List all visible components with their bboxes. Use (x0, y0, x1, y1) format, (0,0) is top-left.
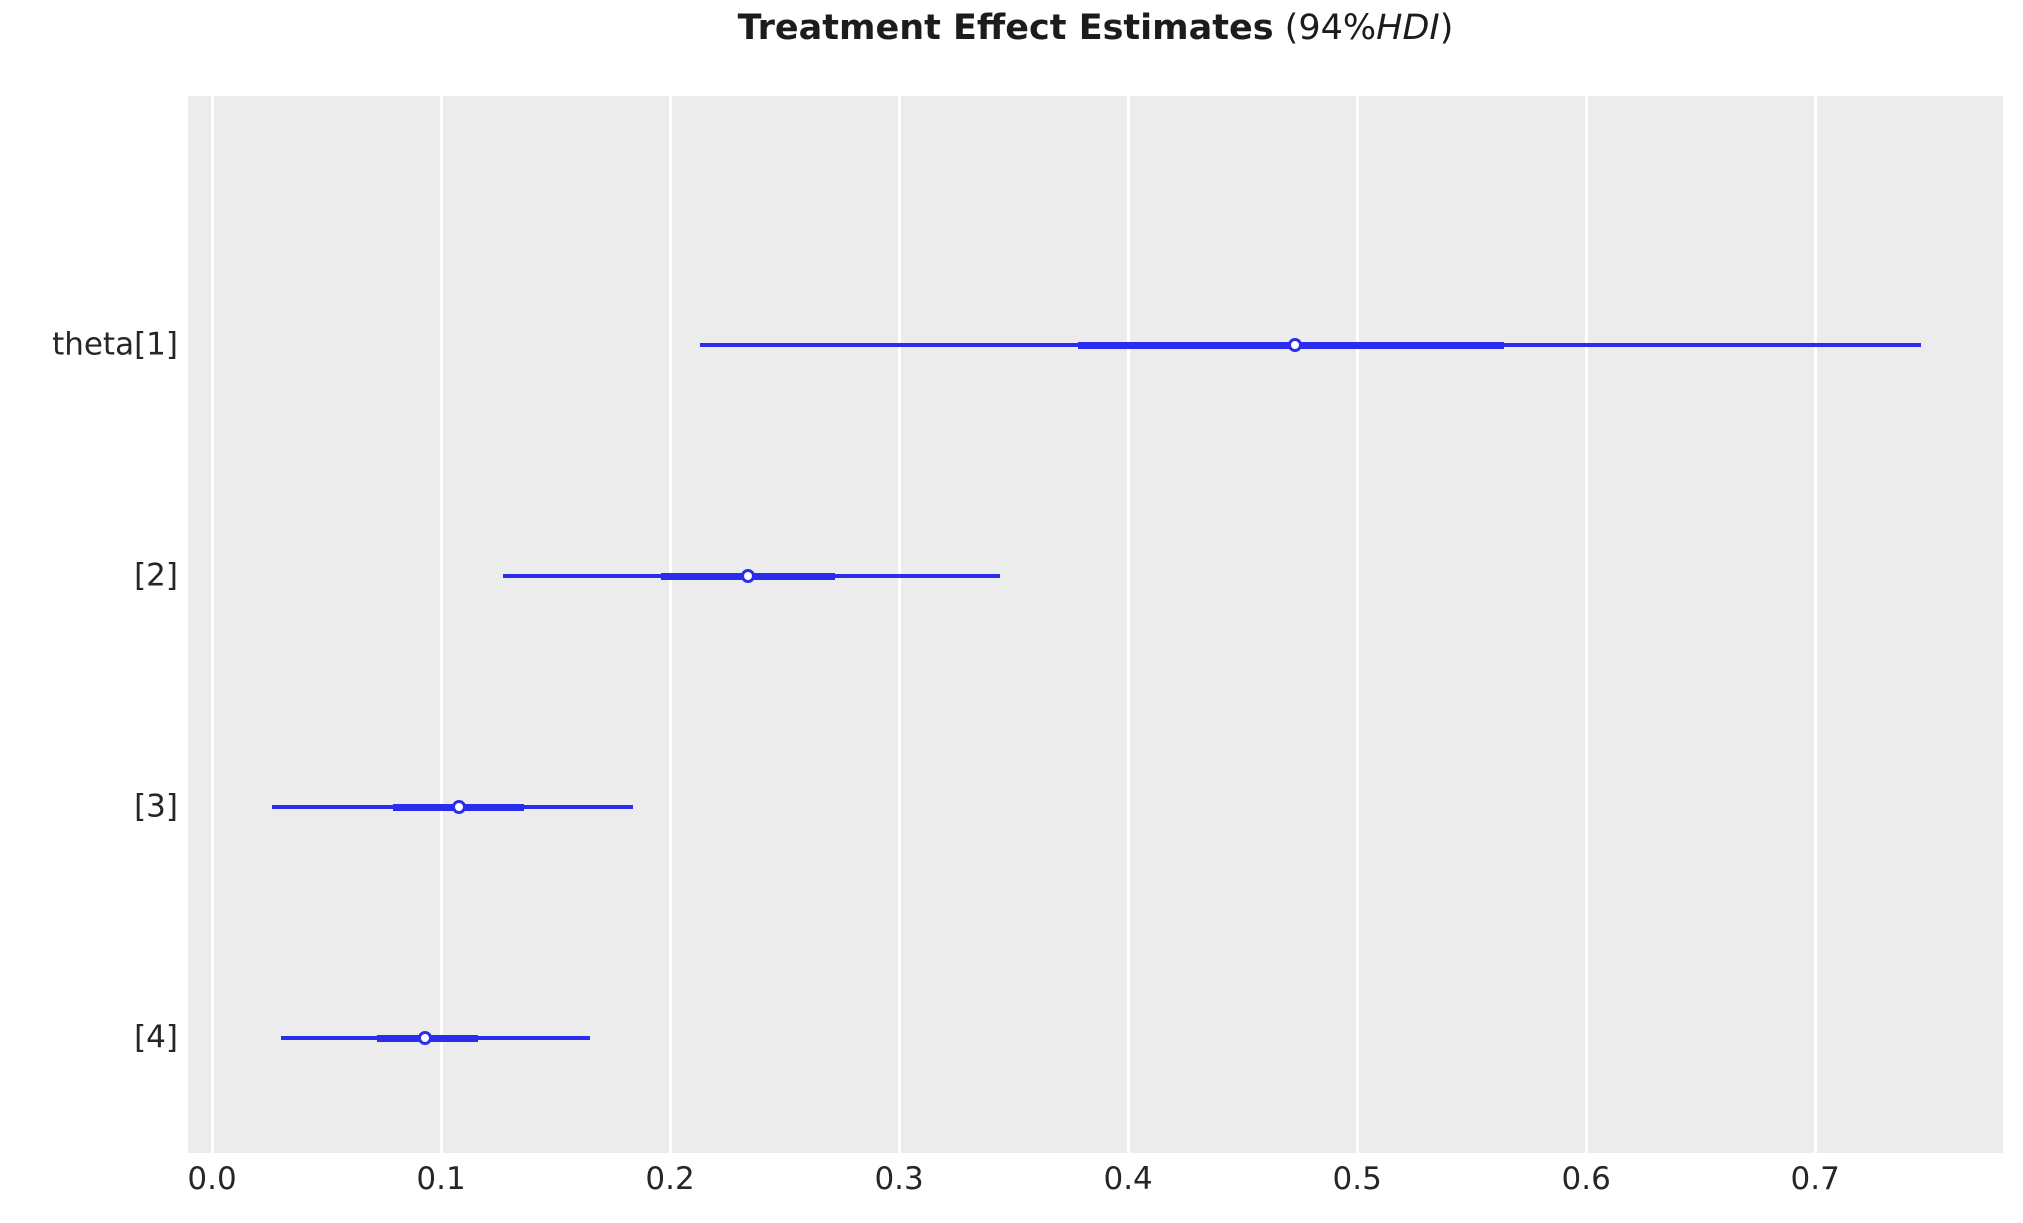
chart-title-main: Treatment Effect Estimates (737, 8, 1274, 48)
median-marker-[2] (740, 569, 755, 583)
gridline-x-0.6 (1584, 96, 1588, 1153)
gridline-x-0.0 (210, 96, 214, 1153)
x-tick-label-0.0: 0.0 (187, 1161, 237, 1197)
chart-title-paren-open: (94% (1273, 8, 1377, 48)
y-label-[3]: [3] (134, 788, 178, 825)
gridline-x-0.2 (668, 96, 672, 1153)
gridline-x-0.1 (439, 96, 443, 1153)
plot-area (188, 96, 2003, 1153)
chart-title: Treatment Effect Estimates (94%HDI) (188, 8, 2003, 48)
x-tick-label-0.7: 0.7 (1790, 1161, 1840, 1197)
x-tick-label-0.5: 0.5 (1332, 1161, 1382, 1197)
y-label-[4]: [4] (134, 1019, 178, 1056)
y-label-[2]: [2] (134, 557, 178, 594)
gridline-x-0.4 (1126, 96, 1130, 1153)
gridline-x-0.7 (1813, 96, 1817, 1153)
x-tick-label-0.3: 0.3 (874, 1161, 924, 1197)
y-label-theta[1]: theta[1] (52, 326, 178, 363)
x-tick-label-0.2: 0.2 (645, 1161, 695, 1197)
chart-title-hdi: HDI (1376, 8, 1440, 48)
gridline-x-0.5 (1355, 96, 1359, 1153)
chart-title-paren-close: ) (1439, 8, 1454, 48)
x-tick-label-0.6: 0.6 (1561, 1161, 1611, 1197)
median-marker-[3] (452, 800, 467, 814)
x-tick-label-0.1: 0.1 (416, 1161, 466, 1197)
gridline-x-0.3 (897, 96, 901, 1153)
x-tick-label-0.4: 0.4 (1103, 1161, 1153, 1197)
median-marker-theta[1] (1288, 338, 1303, 352)
median-marker-[4] (418, 1031, 433, 1045)
